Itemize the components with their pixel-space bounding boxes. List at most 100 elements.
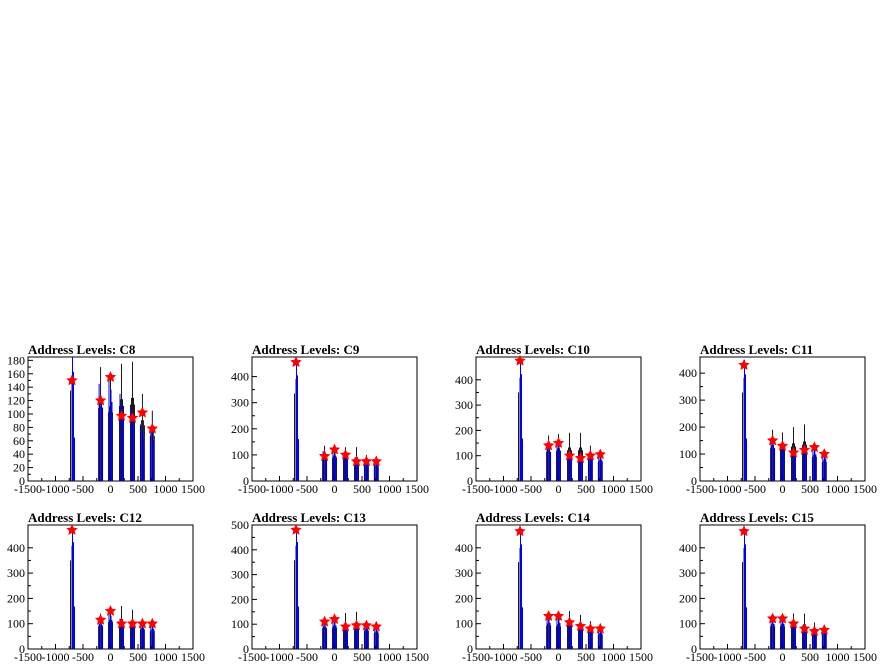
x-tick-label: -500 — [744, 650, 766, 664]
peak-marker — [318, 450, 331, 462]
chart-title: Address Levels: C12 — [28, 510, 142, 525]
chart-title: Address Levels: C13 — [252, 510, 366, 525]
x-tick-label: 500 — [129, 482, 147, 496]
x-tick-label: -1500 — [14, 482, 42, 496]
y-tick-label: 0 — [467, 474, 473, 488]
chart-panel-2: Address Levels: C10 0 100 200 300 400 -1500 -10… — [455, 342, 653, 496]
peak-marker — [290, 356, 302, 368]
x-tick-label: 1000 — [826, 482, 850, 496]
peak-marker — [126, 617, 139, 629]
x-tick-label: 1500 — [181, 650, 205, 664]
peak-marker — [574, 452, 587, 464]
peak-marker — [514, 354, 526, 366]
x-tick-label: 500 — [353, 650, 371, 664]
peak-marker — [290, 523, 302, 535]
peak-marker — [126, 411, 139, 423]
x-tick-label: -1500 — [238, 650, 266, 664]
x-tick-label: 0 — [556, 482, 562, 496]
y-tick-label: 400 — [231, 370, 249, 384]
x-tick-label: 1000 — [154, 650, 178, 664]
y-tick-label: 300 — [231, 568, 249, 582]
y-tick-label: 100 — [7, 617, 25, 631]
peak-marker — [552, 609, 565, 622]
x-tick-label: 1500 — [853, 650, 877, 664]
peak-marker — [328, 613, 341, 625]
chart-title: Address Levels: C14 — [476, 510, 590, 525]
y-tick-label: 180 — [7, 353, 25, 367]
x-tick-label: 1500 — [629, 482, 653, 496]
peak-marker — [766, 612, 779, 624]
x-tick-label: -500 — [296, 482, 318, 496]
y-tick-label: 100 — [679, 617, 697, 631]
x-tick-label: 0 — [108, 482, 114, 496]
x-tick-label: 500 — [801, 482, 819, 496]
y-tick-label: 200 — [455, 423, 473, 437]
x-tick-label: 500 — [129, 650, 147, 664]
peak-marker — [136, 406, 149, 418]
chart-panel-7: Address Levels: C15 0 100 200 300 400 -1500 -10… — [679, 510, 877, 664]
peak-marker — [594, 448, 607, 460]
x-tick-label: -1500 — [238, 482, 266, 496]
chart-panel-0: Address Levels: C80204060801001201401601… — [7, 342, 205, 496]
y-tick-label: 200 — [679, 591, 697, 605]
x-tick-label: 1500 — [181, 482, 205, 496]
y-tick-label: 0 — [243, 474, 249, 488]
peak-marker — [328, 443, 341, 455]
peak-marker — [339, 448, 352, 460]
peak-marker — [766, 434, 779, 446]
peak-marker — [808, 441, 821, 453]
y-tick-label: 200 — [231, 422, 249, 436]
y-tick-label: 100 — [231, 617, 249, 631]
y-tick-label: 60 — [13, 434, 25, 448]
peak-marker — [104, 604, 117, 616]
x-tick-label: -500 — [520, 650, 542, 664]
y-tick-label: 100 — [455, 617, 473, 631]
x-tick-label: -500 — [72, 482, 94, 496]
y-tick-label: 0 — [19, 642, 25, 656]
y-tick-label: 0 — [691, 474, 697, 488]
y-tick-label: 160 — [7, 367, 25, 381]
peak-marker — [738, 358, 750, 371]
chart-panel-4: Address Levels: C12 0 100 200 300 400 -1500 -10… — [7, 510, 205, 664]
y-tick-label: 300 — [7, 566, 25, 580]
peak-marker — [776, 439, 789, 451]
peak-marker — [115, 409, 128, 421]
peak-marker — [594, 622, 607, 634]
peak-marker — [787, 617, 800, 629]
peak-marker — [787, 446, 800, 458]
y-tick-label: 0 — [243, 642, 249, 656]
x-tick-label: 1500 — [405, 482, 429, 496]
peak-marker — [350, 619, 363, 631]
y-tick-label: 400 — [679, 366, 697, 380]
x-tick-label: 0 — [780, 650, 786, 664]
x-tick-label: -500 — [520, 482, 542, 496]
x-tick-label: 1000 — [154, 482, 178, 496]
y-tick-label: 400 — [455, 373, 473, 387]
y-tick-label: 400 — [455, 541, 473, 555]
peak-marker — [66, 523, 78, 536]
peak-marker — [66, 374, 78, 386]
peak-marker — [542, 609, 555, 622]
x-tick-label: 1000 — [602, 482, 626, 496]
x-tick-label: -1000 — [266, 482, 294, 496]
chart-title: Address Levels: C9 — [252, 342, 360, 357]
y-tick-label: 200 — [679, 420, 697, 434]
peak-marker — [574, 620, 587, 632]
x-tick-label: -1000 — [714, 482, 742, 496]
x-tick-label: 500 — [801, 650, 819, 664]
x-tick-label: 1000 — [378, 650, 402, 664]
y-tick-label: 300 — [679, 566, 697, 580]
x-tick-label: 0 — [780, 482, 786, 496]
y-tick-label: 100 — [679, 447, 697, 461]
x-tick-label: 1500 — [853, 482, 877, 496]
peak-marker — [776, 612, 789, 624]
x-tick-label: 1500 — [405, 650, 429, 664]
x-tick-label: 500 — [577, 650, 595, 664]
x-tick-label: -1500 — [686, 650, 714, 664]
chart-panel-5: Address Levels: C13 0 100 200 300 400 500 -1500… — [231, 510, 429, 664]
chart-panel-1: Address Levels: C9 0 100 200 300 400 -1500 -100… — [231, 342, 429, 496]
x-tick-label: 1000 — [602, 650, 626, 664]
y-tick-label: 400 — [231, 543, 249, 557]
x-tick-label: 1000 — [826, 650, 850, 664]
chart-title: Address Levels: C15 — [700, 510, 814, 525]
